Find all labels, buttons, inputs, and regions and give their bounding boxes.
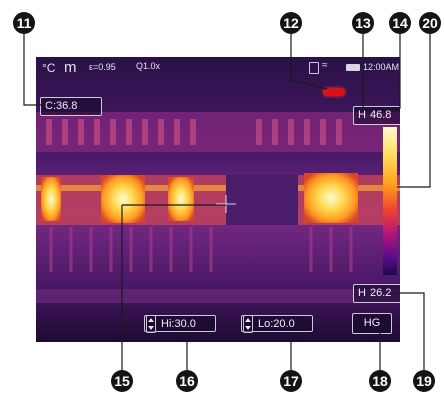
sd-card-icon	[309, 62, 319, 74]
status-bar: °C m ε=0.95 Q1.0x ≈ 12:00AM	[36, 59, 400, 77]
thermal-display: °C m ε=0.95 Q1.0x ≈ 12:00AM C:36.8 H 46.8…	[36, 57, 400, 342]
low-alarm-label: Lo:	[258, 318, 274, 330]
laser-indicator-icon	[323, 88, 345, 96]
emissivity-value: ε=0.95	[89, 62, 116, 72]
palette-button[interactable]: HG	[352, 313, 392, 334]
center-temperature: C:36.8	[40, 97, 102, 116]
callout-15: 15	[111, 370, 133, 392]
callout-19: 19	[413, 370, 435, 392]
callout-20: 20	[419, 12, 441, 34]
callout-17: 17	[280, 370, 302, 392]
high-temp-value: 46.8	[369, 109, 392, 121]
battery-icon	[346, 64, 360, 71]
clock: 12:00AM	[363, 62, 400, 72]
low-alarm-value: 20.0	[273, 318, 295, 330]
high-alarm-value: 30.0	[174, 318, 196, 330]
wifi-icon: ≈	[322, 60, 328, 71]
measure-mode: m	[64, 59, 77, 76]
high-alarm-stepper[interactable]	[146, 315, 156, 333]
center-temp-label: C:	[45, 100, 56, 112]
temperature-unit: °C	[42, 61, 56, 75]
high-alarm-label: Hi:	[161, 318, 175, 330]
low-alarm-stepper[interactable]	[243, 315, 253, 333]
high-alarm-field[interactable]: Hi:30.0	[144, 315, 216, 332]
callout-13: 13	[352, 12, 374, 34]
center-temp-value: 36.8	[56, 100, 78, 112]
low-temperature: H 26.2	[353, 284, 400, 303]
callout-18: 18	[369, 370, 391, 392]
callout-11: 11	[13, 12, 35, 34]
color-palette-bar	[383, 127, 397, 275]
low-alarm-field[interactable]: Lo:20.0	[241, 315, 313, 332]
high-temperature: H 46.8	[353, 106, 400, 125]
zoom-level: Q1.0x	[136, 61, 161, 71]
callout-14: 14	[389, 12, 411, 34]
high-temp-label: H	[358, 109, 366, 121]
low-temp-value: 26.2	[369, 287, 392, 299]
callout-12: 12	[280, 12, 302, 34]
low-temp-label: H	[358, 287, 366, 299]
callout-16: 16	[176, 370, 198, 392]
